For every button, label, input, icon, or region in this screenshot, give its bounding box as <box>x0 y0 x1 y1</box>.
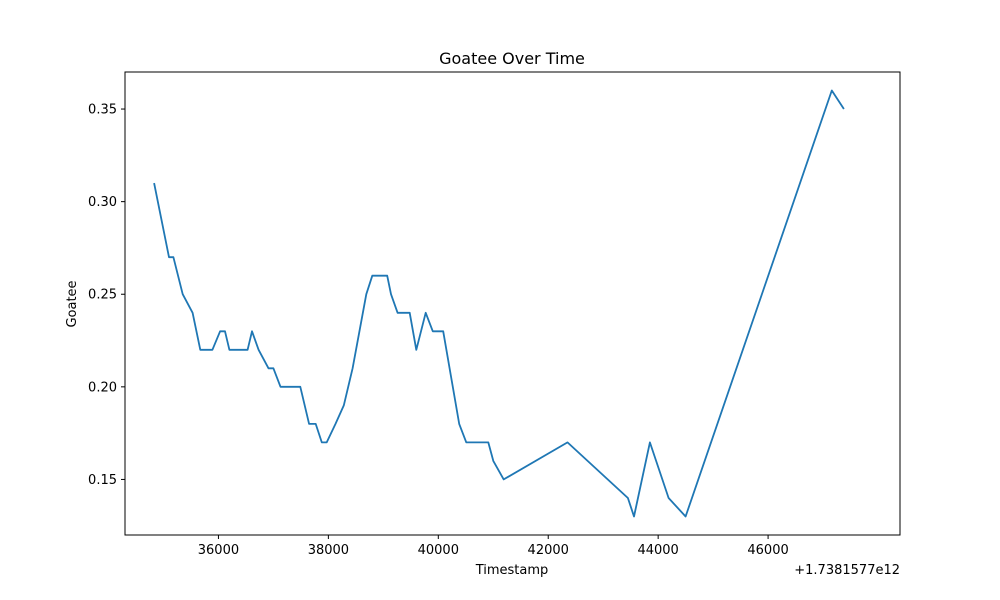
x-tick-label: 36000 <box>198 543 239 558</box>
y-tick-label: 0.20 <box>88 380 117 395</box>
x-tick-label: 38000 <box>308 543 349 558</box>
x-axis-offset-label: +1.7381577e12 <box>794 563 900 578</box>
y-axis-label: Goatee <box>65 280 80 327</box>
series-line-goatee <box>153 89 845 518</box>
x-tick-label: 44000 <box>637 543 678 558</box>
x-axis: 36000 38000 40000 42000 44000 46000 <box>198 535 789 558</box>
y-tick-label: 0.25 <box>88 288 117 303</box>
y-tick-label: 0.15 <box>88 473 117 488</box>
x-tick-label: 46000 <box>747 543 788 558</box>
y-axis: 0.15 0.20 0.25 0.30 0.35 <box>88 103 125 488</box>
chart-title: Goatee Over Time <box>439 49 585 68</box>
y-tick-label: 0.35 <box>88 103 117 118</box>
y-tick-label: 0.30 <box>88 195 117 210</box>
x-tick-label: 40000 <box>418 543 459 558</box>
plot-area-frame <box>124 71 901 536</box>
x-tick-label: 42000 <box>528 543 569 558</box>
x-axis-label: Timestamp <box>475 563 549 578</box>
